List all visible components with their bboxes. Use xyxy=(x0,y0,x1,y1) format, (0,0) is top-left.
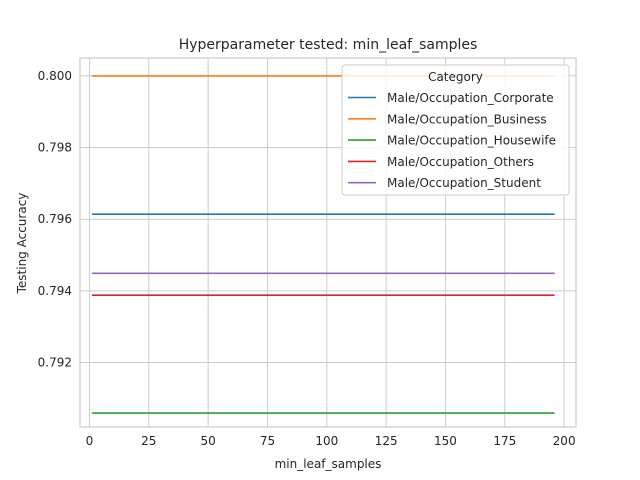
x-tick-label: 175 xyxy=(493,434,516,448)
x-tick-label: 125 xyxy=(375,434,398,448)
y-tick-label: 0.794 xyxy=(38,284,72,298)
x-axis-label: min_leaf_samples xyxy=(275,457,382,471)
y-tick-label: 0.798 xyxy=(38,141,72,155)
x-tick-label: 0 xyxy=(86,434,94,448)
legend-title: Category xyxy=(428,70,483,84)
x-tick-label: 200 xyxy=(553,434,576,448)
x-tick-label: 100 xyxy=(315,434,338,448)
y-tick-label: 0.796 xyxy=(38,212,72,226)
plot-frame xyxy=(79,57,577,428)
legend-label: Male/Occupation_Corporate xyxy=(387,91,554,105)
plot-border xyxy=(79,57,577,428)
x-tick-label: 75 xyxy=(260,434,275,448)
chart-title: Hyperparameter tested: min_leaf_samples xyxy=(179,37,478,53)
x-tick-label: 50 xyxy=(201,434,216,448)
y-tick-label: 0.792 xyxy=(38,356,72,370)
x-tick-label: 25 xyxy=(141,434,156,448)
legend: Category Male/Occupation_CorporateMale/O… xyxy=(341,64,570,196)
legend-box xyxy=(341,64,570,196)
legend-label: Male/Occupation_Student xyxy=(387,176,541,190)
legend-items: Male/Occupation_Corporate Male/Occupation… xyxy=(348,91,556,190)
legend-label: Male/Occupation_Others xyxy=(387,155,534,169)
y-tick-label: 0.800 xyxy=(38,69,72,83)
legend-label: Male/Occupation_Housewife xyxy=(387,134,556,148)
x-tick-label: 150 xyxy=(434,434,457,448)
tick-labels: 0 25 50 75 100 125 150 175 200 0.792 0.794 0.796 0.7… xyxy=(38,69,576,448)
y-axis-label: Testing Accuracy xyxy=(15,193,29,295)
legend-label: Male/Occupation_Business xyxy=(387,112,547,126)
